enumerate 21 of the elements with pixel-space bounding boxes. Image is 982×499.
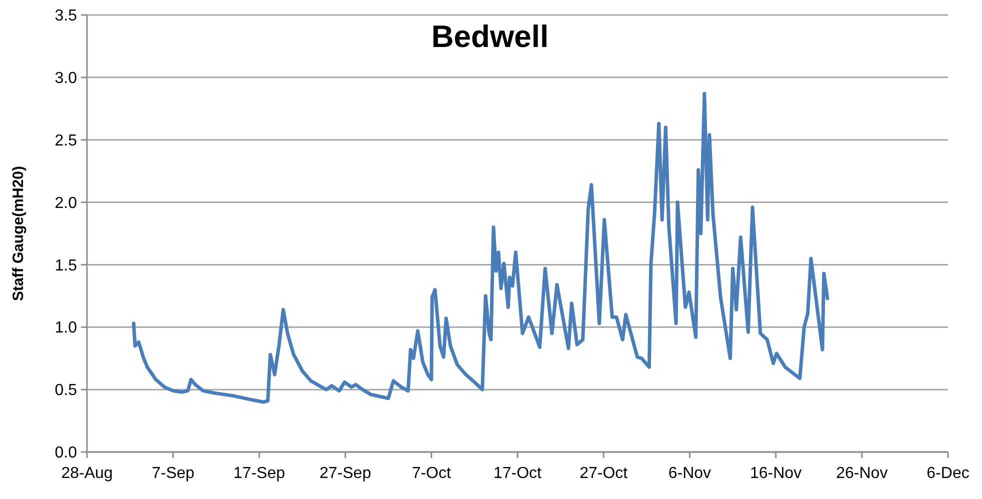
- x-tick-label: 6-Nov: [668, 465, 712, 482]
- chart-title: Bedwell: [431, 19, 549, 54]
- y-tick-label: 0.0: [54, 444, 78, 462]
- x-tick-label: 17-Oct: [493, 465, 542, 482]
- x-tick-label: 6-Dec: [926, 465, 970, 482]
- y-tick-label: 1.5: [54, 257, 78, 274]
- x-tick-label: 27-Oct: [580, 465, 628, 482]
- x-tick-label: 7-Oct: [412, 465, 452, 482]
- y-tick-label: 0.5: [54, 382, 78, 400]
- x-tick-label: 28-Aug: [61, 465, 113, 482]
- x-tick-label: 27-Sep: [320, 465, 372, 482]
- y-tick-label: 3.0: [54, 70, 78, 88]
- x-tick-label: 17-Sep: [233, 465, 286, 482]
- y-tick-label: 2.5: [54, 132, 78, 150]
- x-tick-label: 26-Nov: [836, 465, 888, 482]
- y-tick-label: 3.5: [54, 8, 78, 25]
- y-tick-label: 2.0: [54, 194, 78, 212]
- x-tick-label: 16-Nov: [750, 465, 802, 482]
- x-tick-label: 7-Sep: [152, 465, 195, 482]
- y-axis-title: Staff Gauge(mH20): [10, 166, 27, 302]
- y-tick-label: 1.0: [54, 320, 78, 337]
